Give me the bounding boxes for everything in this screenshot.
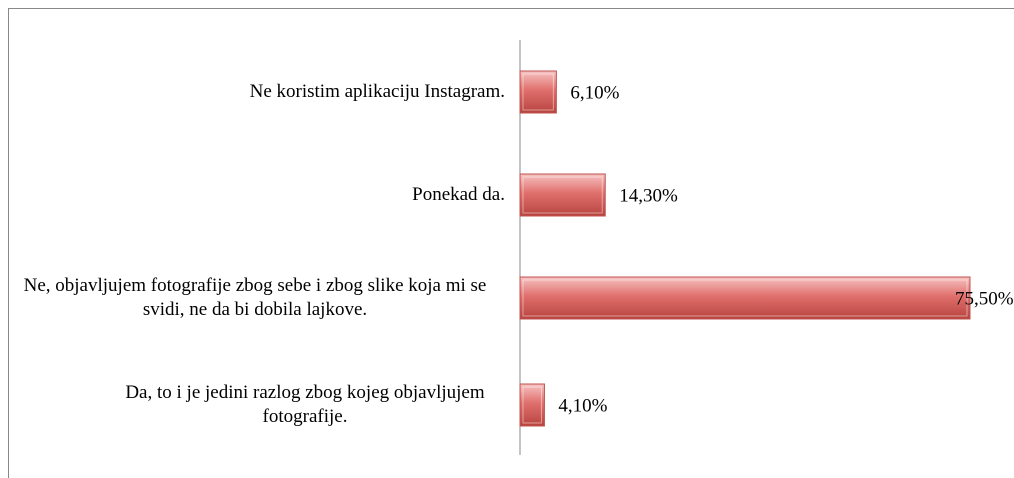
bar-bevel bbox=[522, 176, 603, 214]
value-label: 75,50% bbox=[955, 288, 1014, 309]
bar bbox=[519, 70, 557, 114]
category-label: Da, to i je jedini razlog zbog kojeg obj… bbox=[125, 382, 485, 427]
bar bbox=[519, 383, 545, 427]
category-label: Ponekad da. bbox=[412, 184, 505, 205]
chart-border bbox=[8, 8, 1014, 478]
bar bbox=[519, 276, 971, 320]
category-label: Ne koristim aplikaciju Instagram. bbox=[249, 81, 505, 102]
bar-bevel bbox=[522, 73, 554, 111]
category-label: Ne, objavljujem fotografije zbog sebe i … bbox=[23, 275, 487, 320]
bar-bevel bbox=[522, 279, 968, 317]
value-label: 14,30% bbox=[619, 185, 678, 206]
bar-bevel bbox=[522, 386, 542, 424]
value-label: 4,10% bbox=[558, 395, 607, 416]
bar bbox=[519, 173, 606, 217]
value-label: 6,10% bbox=[570, 82, 619, 103]
